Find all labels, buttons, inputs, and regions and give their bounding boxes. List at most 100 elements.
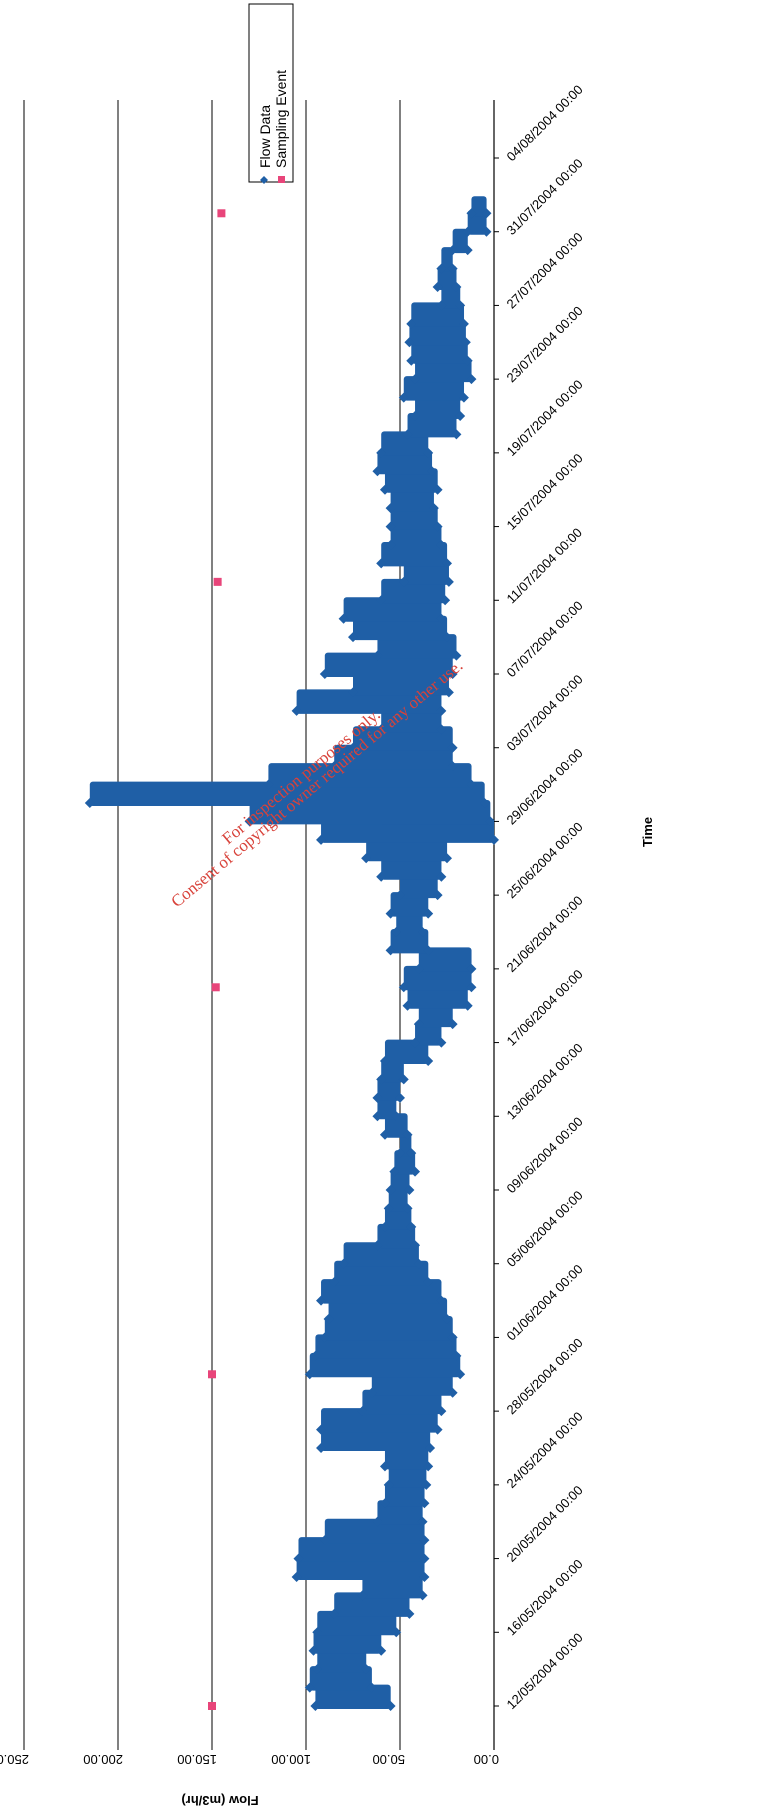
flow-data-point	[462, 355, 473, 366]
flow-data-band	[317, 1610, 397, 1636]
flow-data-point	[323, 1314, 334, 1324]
x-tick-label: 11/07/2004 00:00	[504, 525, 585, 606]
flow-data-point	[481, 226, 492, 237]
flow-data-point	[379, 484, 390, 495]
flow-data-point	[423, 908, 434, 919]
flow-data-point	[312, 1627, 323, 1638]
flow-data-point	[376, 1645, 387, 1656]
flow-data-band	[407, 984, 468, 1009]
flow-data-band	[384, 1113, 408, 1138]
flow-data-point	[436, 1295, 447, 1306]
flow-data-band	[268, 763, 472, 788]
flow-data-band	[411, 339, 468, 364]
flow-data-point	[316, 1443, 327, 1453]
flow-data-point	[436, 1406, 447, 1417]
flow-data-point	[404, 1608, 415, 1619]
flow-data-band	[249, 800, 491, 825]
flow-data-band	[415, 1021, 442, 1046]
y-tick-label: 200.00	[83, 1752, 123, 1767]
flow-data-band	[388, 1463, 427, 1488]
flow-data-point	[447, 761, 458, 772]
flow-data-point	[481, 208, 492, 219]
flow-data-point	[442, 853, 452, 864]
flow-data-point	[244, 816, 255, 827]
flow-data-point	[316, 1295, 327, 1306]
flow-data-point	[376, 558, 387, 569]
flow-data-point	[436, 724, 447, 735]
flow-data-point	[447, 1019, 458, 1030]
flow-data-point	[413, 963, 424, 974]
flow-data-point	[366, 1387, 377, 1398]
flow-data-point	[372, 466, 383, 477]
flow-data-point	[425, 1443, 436, 1453]
sampling-event-point	[217, 209, 226, 218]
flow-data-band	[343, 597, 442, 622]
flow-data-point	[376, 447, 387, 458]
flow-data-point	[376, 1074, 387, 1085]
flow-data-band	[390, 523, 442, 548]
flow-data-point	[436, 263, 447, 274]
flow-data-point	[338, 1258, 349, 1269]
flow-data-band	[409, 320, 466, 346]
flow-data-band	[89, 781, 485, 806]
flow-data-band	[296, 689, 442, 714]
flow-data-point	[410, 1240, 421, 1251]
flow-data-point	[385, 503, 396, 514]
flow-data-point	[413, 1258, 424, 1269]
flow-data-point	[398, 982, 409, 993]
flow-data-point	[426, 466, 437, 477]
flow-data-point	[379, 1461, 390, 1472]
flow-data-point	[432, 1424, 443, 1435]
flow-data-band	[321, 1408, 438, 1433]
flow-data-point	[398, 1074, 409, 1085]
flow-data-point	[451, 650, 462, 661]
flow-data-point	[417, 927, 428, 937]
flow-data-point	[395, 890, 405, 901]
x-tick-label: 09/06/2004 00:00	[504, 1114, 586, 1196]
flow-data-point	[376, 724, 387, 735]
flow-data-point	[443, 687, 454, 698]
flow-data-band	[407, 413, 457, 438]
flow-data-point	[447, 1387, 458, 1398]
x-tick-label: 01/06/2004 00:00	[504, 1261, 586, 1343]
flow-data-point	[385, 1701, 396, 1711]
flow-data-band	[415, 394, 461, 419]
flow-data-point	[372, 1111, 383, 1122]
flow-data-point	[455, 300, 466, 311]
flow-data-band	[377, 1500, 423, 1525]
flow-data-point	[385, 521, 396, 532]
flow-data-band	[362, 1389, 442, 1415]
flow-data-point	[410, 374, 421, 385]
flow-data-point	[348, 687, 358, 698]
flow-data-band	[381, 1058, 404, 1083]
flow-data-point	[423, 1461, 434, 1472]
flow-data-band	[415, 357, 472, 383]
y-tick-label: 150.00	[177, 1752, 217, 1767]
flow-data-point	[316, 1424, 327, 1435]
flow-data-point	[366, 1682, 377, 1693]
flow-data-point	[361, 1664, 372, 1675]
x-tick-label: 03/07/2004 00:00	[504, 672, 586, 754]
flow-data-point	[304, 1369, 315, 1380]
x-tick-label: 04/08/2004 00:00	[504, 82, 586, 164]
flow-data-point	[372, 1092, 383, 1103]
flow-data-point	[383, 1479, 394, 1490]
flow-data-point	[389, 1166, 400, 1177]
flow-data-point	[479, 798, 490, 808]
x-tick-label: 24/05/2004 00:00	[504, 1409, 586, 1491]
flow-data-point	[451, 1350, 462, 1361]
flow-data-point	[466, 963, 477, 974]
flow-data-point	[319, 1535, 330, 1546]
flow-data-band	[400, 873, 438, 899]
x-tick-label: 23/07/2004 00:00	[504, 303, 586, 385]
flow-data-point	[398, 392, 409, 403]
flow-data-point	[413, 1019, 424, 1030]
x-tick-label: 05/06/2004 00:00	[504, 1188, 586, 1270]
flow-data-band	[384, 1445, 429, 1470]
sampling-event-point	[208, 1702, 216, 1710]
x-tick-label: 13/06/2004 00:00	[504, 1040, 586, 1122]
flow-data-point	[383, 1203, 394, 1214]
flow-data-point	[293, 1553, 304, 1564]
legend: Flow Data Sampling Event	[248, 3, 294, 184]
flow-data-band	[377, 1076, 401, 1101]
